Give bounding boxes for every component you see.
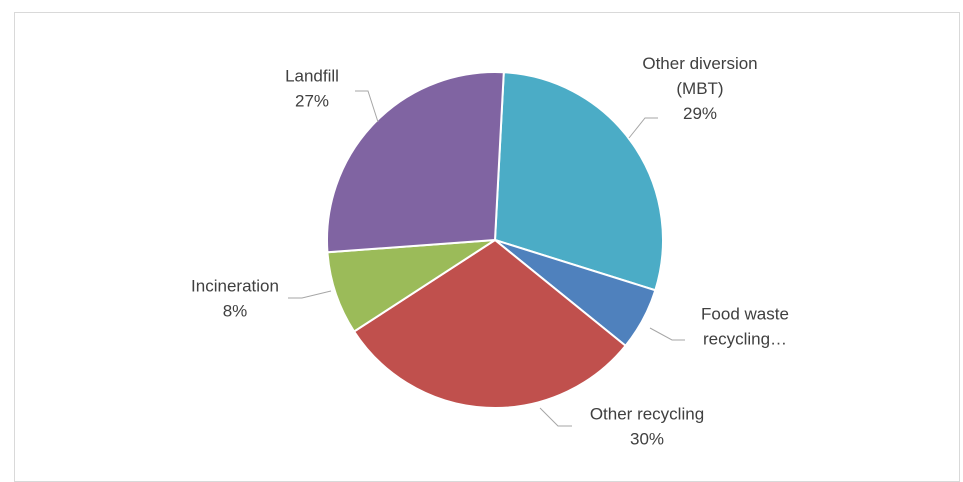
slice-labels: Other diversion (MBT) 29% Food waste recycli…	[191, 54, 789, 449]
leader-line	[288, 290, 332, 299]
pie-slice-landfill	[326, 71, 505, 254]
slice-label-line: 27%	[295, 92, 329, 111]
leader-line	[649, 327, 685, 341]
slice-label: Other diversion (MBT) 29%	[642, 54, 757, 123]
slice-label-line: Incineration	[191, 277, 279, 296]
slice-label: Food waste recycling…	[701, 305, 789, 349]
slice-label-line: (MBT)	[676, 79, 723, 98]
slice-label-line: 8%	[223, 302, 248, 321]
pie-slice-other-recycling	[352, 238, 627, 409]
slice-label-line: recycling…	[703, 330, 787, 349]
slice-label: Other recycling 30%	[590, 405, 704, 449]
slice-label-line: Other recycling	[590, 405, 704, 424]
leader-line	[539, 407, 572, 427]
slice-label-line: 30%	[630, 430, 664, 449]
pie-chart: Other diversion (MBT) 29% Food waste recycli…	[191, 54, 789, 449]
slice-label-line: 29%	[683, 104, 717, 123]
slice-label-line: Food waste	[701, 305, 789, 324]
slice-label-line: Other diversion	[642, 54, 757, 73]
slice-label: Incineration 8%	[191, 277, 279, 321]
pie-slice-other-diversion-mbt	[493, 71, 664, 292]
slice-label-line: Landfill	[285, 67, 339, 86]
leader-line	[628, 117, 658, 139]
slice-label: Landfill 27%	[285, 67, 339, 111]
leader-lines	[288, 90, 685, 427]
pie-slices	[326, 71, 664, 409]
leader-line	[355, 90, 379, 123]
